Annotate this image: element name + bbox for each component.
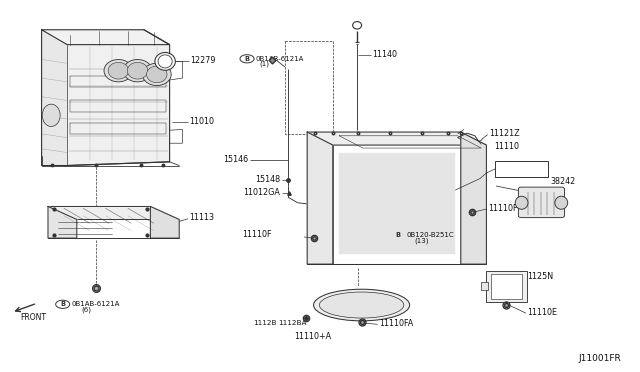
Text: FRONT: FRONT <box>20 313 47 322</box>
Text: 11121Z: 11121Z <box>489 129 520 138</box>
Text: 11110: 11110 <box>494 142 519 151</box>
Ellipse shape <box>123 60 152 82</box>
Polygon shape <box>307 132 333 264</box>
Polygon shape <box>48 206 179 219</box>
Text: 3B343E: 3B343E <box>498 161 530 170</box>
Text: (13): (13) <box>415 237 429 244</box>
Text: 11010: 11010 <box>189 117 214 126</box>
Text: 11140: 11140 <box>372 50 397 59</box>
Text: 3B343EA: 3B343EA <box>498 167 536 176</box>
Text: (1): (1) <box>259 61 269 67</box>
Ellipse shape <box>155 52 175 70</box>
Text: B: B <box>60 301 65 307</box>
Text: 11110F: 11110F <box>488 204 517 213</box>
Text: 1125N: 1125N <box>527 272 554 280</box>
Ellipse shape <box>143 63 172 86</box>
FancyBboxPatch shape <box>481 282 488 290</box>
FancyBboxPatch shape <box>518 187 564 218</box>
Ellipse shape <box>147 66 167 83</box>
FancyBboxPatch shape <box>486 271 527 302</box>
Text: 1112BA: 1112BA <box>278 320 307 326</box>
Text: 11110E: 11110E <box>527 308 557 317</box>
Text: 11110+A: 11110+A <box>294 332 332 341</box>
Text: B: B <box>396 232 401 238</box>
Text: 15146: 15146 <box>223 155 248 164</box>
Text: (6): (6) <box>81 306 92 313</box>
Text: 11012GA: 11012GA <box>243 188 280 197</box>
Text: J11001FR: J11001FR <box>578 354 621 363</box>
Polygon shape <box>67 45 170 166</box>
Text: 38242: 38242 <box>550 177 575 186</box>
Polygon shape <box>339 153 454 253</box>
Text: 0B1AB-6121A: 0B1AB-6121A <box>256 56 305 62</box>
Polygon shape <box>42 30 170 45</box>
Text: 0B120-B251C: 0B120-B251C <box>406 232 454 238</box>
Text: 11110F: 11110F <box>242 230 271 239</box>
Polygon shape <box>150 206 179 238</box>
Ellipse shape <box>515 196 528 209</box>
Text: 0B1AB-6121A: 0B1AB-6121A <box>72 301 120 307</box>
Polygon shape <box>307 132 486 145</box>
Ellipse shape <box>158 55 172 68</box>
Text: B: B <box>244 56 250 62</box>
Ellipse shape <box>108 62 129 79</box>
Text: 15148: 15148 <box>255 175 280 184</box>
Polygon shape <box>461 132 486 264</box>
Ellipse shape <box>127 62 148 79</box>
Ellipse shape <box>104 60 133 82</box>
Text: 1112B: 1112B <box>253 320 276 326</box>
Polygon shape <box>42 30 67 166</box>
FancyBboxPatch shape <box>495 161 548 177</box>
Ellipse shape <box>319 292 404 318</box>
Text: 11113: 11113 <box>189 213 214 222</box>
Text: 11110FA: 11110FA <box>379 319 413 328</box>
Ellipse shape <box>42 104 60 126</box>
Polygon shape <box>48 206 77 238</box>
FancyBboxPatch shape <box>491 274 522 299</box>
Ellipse shape <box>314 289 410 321</box>
Text: 12279: 12279 <box>190 56 216 65</box>
Ellipse shape <box>555 196 568 209</box>
